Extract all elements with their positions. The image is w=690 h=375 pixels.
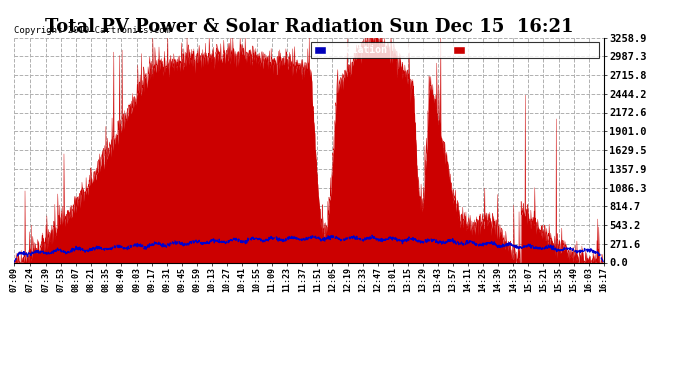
Legend: Radiation  (W/m2), PV Panels  (DC Watts): Radiation (W/m2), PV Panels (DC Watts) bbox=[311, 42, 599, 58]
Title: Total PV Power & Solar Radiation Sun Dec 15  16:21: Total PV Power & Solar Radiation Sun Dec… bbox=[45, 18, 573, 36]
Text: Copyright 2019 Cartronics.com: Copyright 2019 Cartronics.com bbox=[14, 26, 170, 35]
